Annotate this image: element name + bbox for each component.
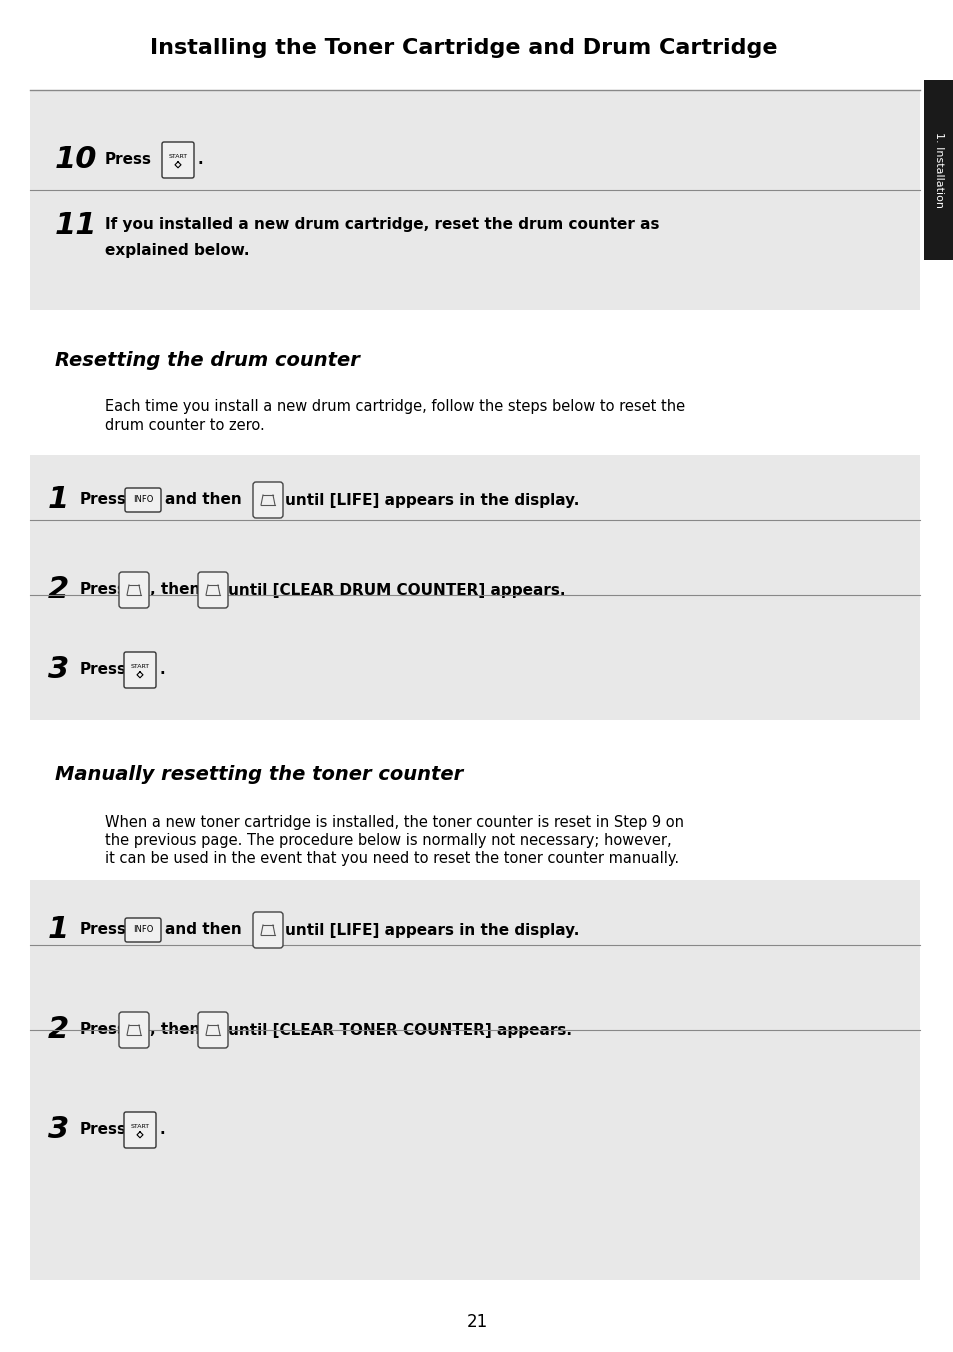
Text: until [CLEAR DRUM COUNTER] appears.: until [CLEAR DRUM COUNTER] appears. <box>228 583 565 598</box>
FancyBboxPatch shape <box>162 142 193 178</box>
Text: 10: 10 <box>55 146 97 174</box>
Text: 3: 3 <box>48 1115 70 1145</box>
Text: Press: Press <box>80 1122 127 1137</box>
FancyBboxPatch shape <box>198 572 228 608</box>
Text: INFO: INFO <box>132 926 153 934</box>
Text: Press: Press <box>80 662 127 677</box>
Text: 1: 1 <box>48 485 70 515</box>
FancyBboxPatch shape <box>124 652 156 688</box>
Text: 2: 2 <box>48 1015 70 1045</box>
Text: START: START <box>131 664 150 669</box>
Text: , then: , then <box>150 1022 200 1037</box>
Text: until [CLEAR TONER COUNTER] appears.: until [CLEAR TONER COUNTER] appears. <box>228 1022 572 1037</box>
Text: INFO: INFO <box>132 495 153 504</box>
Text: , then: , then <box>150 583 200 598</box>
Text: Resetting the drum counter: Resetting the drum counter <box>55 350 359 369</box>
Bar <box>30 456 919 721</box>
FancyBboxPatch shape <box>253 913 283 948</box>
FancyBboxPatch shape <box>119 572 149 608</box>
Text: and then: and then <box>165 492 241 507</box>
Text: drum counter to zero.: drum counter to zero. <box>105 418 265 433</box>
FancyBboxPatch shape <box>124 1111 156 1148</box>
Text: and then: and then <box>165 922 241 937</box>
Text: until [LIFE] appears in the display.: until [LIFE] appears in the display. <box>285 922 578 937</box>
Text: the previous page. The procedure below is normally not necessary; however,: the previous page. The procedure below i… <box>105 833 671 849</box>
Text: 1: 1 <box>48 915 70 945</box>
Text: When a new toner cartridge is installed, the toner counter is reset in Step 9 on: When a new toner cartridge is installed,… <box>105 815 683 830</box>
Text: Each time you install a new drum cartridge, follow the steps below to reset the: Each time you install a new drum cartrid… <box>105 399 684 415</box>
Text: Press: Press <box>105 153 152 168</box>
Text: .: . <box>198 153 203 168</box>
Text: 3: 3 <box>48 656 70 684</box>
Text: Press: Press <box>80 583 127 598</box>
Bar <box>30 880 919 1280</box>
FancyBboxPatch shape <box>198 1013 228 1048</box>
Text: 21: 21 <box>466 1313 487 1330</box>
Text: START: START <box>169 154 188 158</box>
Text: Press: Press <box>80 1022 127 1037</box>
Text: START: START <box>131 1124 150 1129</box>
Bar <box>30 91 919 310</box>
FancyBboxPatch shape <box>125 488 161 512</box>
Text: Manually resetting the toner counter: Manually resetting the toner counter <box>55 765 463 784</box>
FancyBboxPatch shape <box>125 918 161 942</box>
Text: 11: 11 <box>55 211 97 239</box>
Text: .: . <box>160 662 166 677</box>
Text: Press: Press <box>80 492 127 507</box>
Text: Press: Press <box>80 922 127 937</box>
Text: until [LIFE] appears in the display.: until [LIFE] appears in the display. <box>285 492 578 507</box>
Text: Installing the Toner Cartridge and Drum Cartridge: Installing the Toner Cartridge and Drum … <box>150 38 777 58</box>
FancyBboxPatch shape <box>119 1013 149 1048</box>
Text: .: . <box>160 1122 166 1137</box>
Text: explained below.: explained below. <box>105 242 250 257</box>
Text: it can be used in the event that you need to reset the toner counter manually.: it can be used in the event that you nee… <box>105 852 679 867</box>
FancyBboxPatch shape <box>253 483 283 518</box>
Text: If you installed a new drum cartridge, reset the drum counter as: If you installed a new drum cartridge, r… <box>105 218 659 233</box>
Text: 2: 2 <box>48 576 70 604</box>
Text: 1. Installation: 1. Installation <box>933 132 943 208</box>
Bar <box>923 80 953 260</box>
